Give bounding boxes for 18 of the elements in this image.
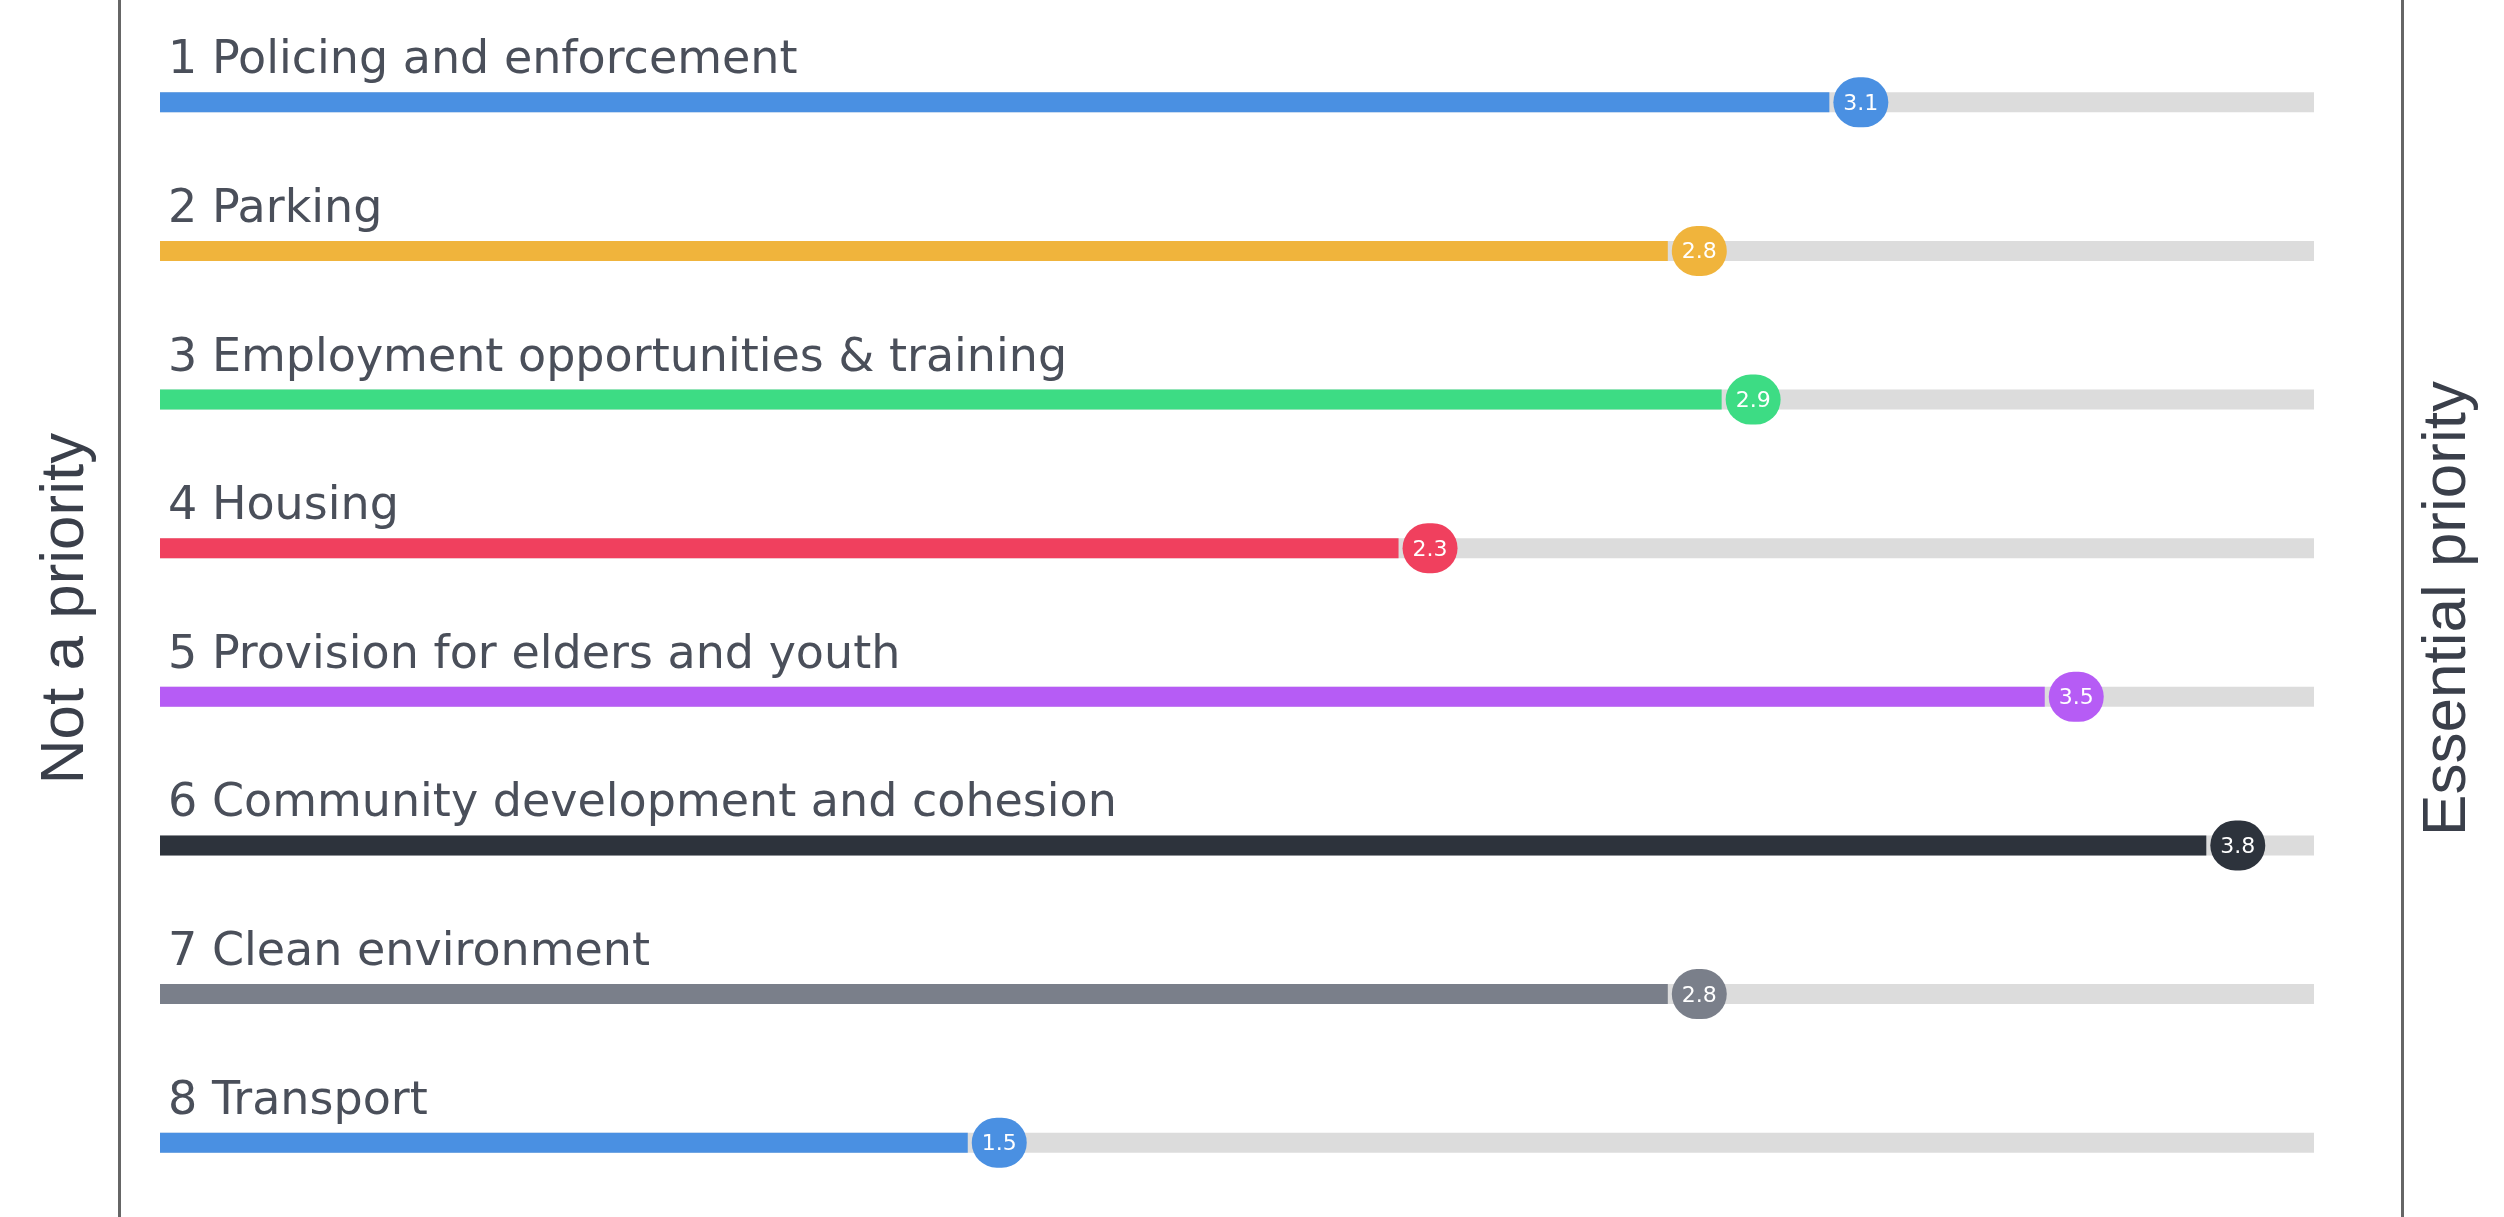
y-tick-label: 2 Parking: [168, 178, 383, 233]
data-label: 3.8: [2220, 832, 2256, 858]
y-tick-label: 6 Community development and cohesion: [168, 773, 1117, 828]
y-tick-label: 4 Housing: [168, 476, 399, 531]
data-label: 3.5: [2058, 684, 2094, 710]
data-label: 2.3: [1412, 535, 1448, 561]
data-label: 2.8: [1681, 981, 1717, 1007]
text: Essential priority: [2408, 381, 2478, 836]
y-tick-label: 1 Policing and enforcement: [168, 30, 798, 85]
data-label: 3.1: [1843, 89, 1879, 115]
y-tick-label: 3 Employment opportunities & training: [168, 327, 1068, 382]
y-tick-label: 5 Provision for elders and youth: [168, 624, 901, 679]
data-label: 2.9: [1735, 387, 1771, 413]
data-label: 1.5: [981, 1130, 1017, 1156]
text: Not a priority: [26, 432, 96, 785]
data-label: 2.8: [1681, 238, 1717, 264]
y-tick-label: 8 Transport: [168, 1070, 428, 1125]
y-tick-label: 7 Clean environment: [168, 922, 651, 977]
